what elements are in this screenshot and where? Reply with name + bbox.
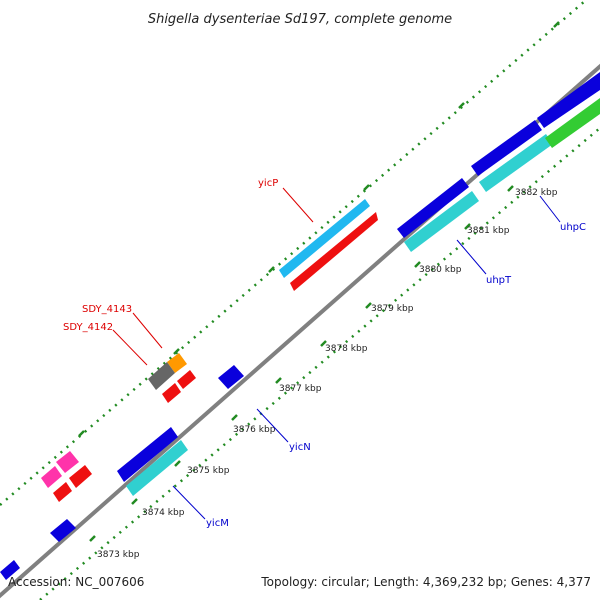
callout-sdy4142: SDY_4142 bbox=[63, 322, 148, 366]
feature-yicP-pair[interactable] bbox=[279, 199, 378, 291]
kbp-labels: 3873 kbp 3874 kbp 3875 kbp 3876 kbp 3877… bbox=[97, 188, 558, 560]
label-yicN: yicN bbox=[289, 442, 311, 453]
tick-label-3874: 3874 kbp bbox=[142, 508, 185, 518]
feature-magenta-a[interactable] bbox=[56, 451, 79, 473]
tick-label-3881: 3881 kbp bbox=[467, 226, 510, 236]
feature-sdy4142-b[interactable] bbox=[162, 383, 181, 403]
callout-yicN: yicN bbox=[256, 408, 311, 453]
label-sdy4142: SDY_4142 bbox=[63, 322, 113, 333]
callout-yicP: yicP bbox=[258, 178, 314, 223]
feature-yicM-cyan[interactable] bbox=[126, 440, 188, 496]
feature-blue-top[interactable] bbox=[537, 72, 600, 128]
feature-magenta-group[interactable] bbox=[41, 451, 92, 502]
tick-label-3876: 3876 kbp bbox=[233, 425, 276, 435]
feature-magenta-b[interactable] bbox=[41, 466, 62, 488]
feature-blue-bottom-a[interactable] bbox=[50, 519, 76, 542]
tick-label-3875: 3875 kbp bbox=[187, 466, 230, 476]
feature-yicM-pair[interactable] bbox=[117, 427, 188, 496]
feature-yicN[interactable] bbox=[218, 365, 244, 389]
tick-guide-inner bbox=[39, 127, 600, 600]
feature-green-top[interactable] bbox=[545, 98, 600, 148]
feature-sdy-group[interactable] bbox=[148, 353, 196, 403]
tick-label-3873: 3873 kbp bbox=[97, 550, 140, 560]
feature-uhpC-cyan[interactable] bbox=[479, 134, 553, 192]
outer-major-ticks bbox=[78, 21, 560, 437]
feature-sdy4143-box[interactable] bbox=[167, 353, 187, 373]
tick-label-3878: 3878 kbp bbox=[325, 344, 368, 354]
feature-yicM-blue[interactable] bbox=[117, 427, 178, 482]
feature-yicP-gene[interactable] bbox=[290, 212, 378, 291]
feature-sdy4143-gray[interactable] bbox=[148, 362, 175, 390]
callout-uhpT: uhpT bbox=[456, 239, 512, 286]
callout-uhpC: uhpC bbox=[539, 195, 586, 233]
tick-guide-outer bbox=[0, 0, 588, 506]
accession-text: Accession: NC_007606 bbox=[8, 575, 144, 589]
label-sdy4143: SDY_4143 bbox=[82, 304, 132, 315]
label-uhpC: uhpC bbox=[560, 222, 586, 233]
inner-major-ticks bbox=[89, 185, 514, 542]
map-title: Shigella dysenteriae Sd197, complete gen… bbox=[148, 12, 452, 27]
tick-label-3882: 3882 kbp bbox=[515, 188, 558, 198]
feature-yicP-cds[interactable] bbox=[279, 199, 370, 278]
label-uhpT: uhpT bbox=[486, 275, 512, 286]
tick-label-3879: 3879 kbp bbox=[371, 304, 414, 314]
feature-uhpT-blue[interactable] bbox=[397, 178, 469, 238]
feature-uhp-group[interactable] bbox=[397, 72, 600, 252]
feature-red-d[interactable] bbox=[53, 482, 72, 502]
label-yicP: yicP bbox=[258, 178, 278, 189]
tick-label-3880: 3880 kbp bbox=[419, 265, 462, 275]
feature-red-c[interactable] bbox=[69, 465, 92, 488]
feature-uhpC-blue[interactable] bbox=[471, 120, 542, 176]
feature-uhpT-cyan[interactable] bbox=[404, 191, 479, 252]
label-yicM: yicM bbox=[206, 518, 229, 529]
callout-sdy4143: SDY_4143 bbox=[82, 304, 163, 349]
topology-stats: Topology: circular; Length: 4,369,232 bp… bbox=[260, 575, 591, 589]
feature-sdy4142-a[interactable] bbox=[177, 370, 196, 389]
feature-blue-bottom-b[interactable] bbox=[0, 560, 20, 580]
tick-label-3877: 3877 kbp bbox=[279, 384, 322, 394]
callout-yicM: yicM bbox=[172, 485, 229, 529]
